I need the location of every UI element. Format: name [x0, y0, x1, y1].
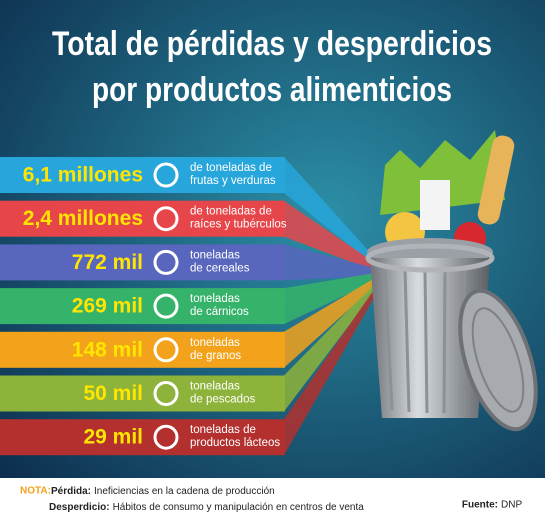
row-description: frutas y verduras [190, 175, 276, 187]
row-band [0, 288, 285, 325]
row-icon [153, 293, 179, 319]
title-line: por productos alimenticios [92, 71, 452, 109]
row-amount: 2,4 millones [23, 207, 143, 230]
row-description: de toneladas de [190, 206, 272, 218]
row-amount: 6,1 millones [23, 164, 143, 187]
row-description: de granos [190, 350, 241, 362]
note-term: Desperdicio: [49, 502, 110, 513]
row-amount: 772 mil [72, 251, 143, 274]
row-description: toneladas de [190, 424, 256, 436]
row-band [0, 200, 285, 237]
row-icon [153, 162, 179, 188]
row-band [0, 375, 285, 412]
note-text: Hábitos de consumo y manipulación en cen… [113, 502, 365, 513]
source-value: DNP [501, 500, 522, 511]
row-band [0, 157, 285, 193]
row-icon [153, 337, 179, 363]
ribbon [284, 244, 375, 281]
title-line: Total de pérdidas y desperdicios [52, 25, 492, 63]
row-amount: 269 mil [72, 295, 143, 318]
row-description: raíces y tubérculos [190, 219, 287, 231]
trash-can [365, 130, 538, 432]
ribbon [284, 278, 375, 368]
note-item: Desperdicio: Hábitos de consumo y manipul… [49, 502, 364, 513]
ribbon [284, 157, 375, 266]
note-term: Pérdida: [51, 486, 91, 497]
row-description: de toneladas de [190, 162, 272, 174]
row-description: productos lácteos [190, 437, 280, 449]
note-text: Ineficiencias en la cadena de producción [94, 486, 275, 497]
row-amount: 148 mil [72, 338, 143, 361]
ribbon [284, 273, 375, 325]
row-amount: 29 mil [83, 426, 143, 449]
row-icon [153, 249, 179, 275]
ribbon [284, 288, 375, 456]
row-description: toneladas [190, 293, 240, 305]
row-description: toneladas [190, 381, 240, 393]
footer-background [0, 478, 545, 524]
row-description: de pescados [190, 394, 255, 406]
note-label: NOTA: [20, 486, 51, 497]
row-icon [153, 424, 179, 450]
row-band [0, 244, 285, 281]
row-icon [153, 206, 179, 232]
row-band [0, 419, 285, 456]
row-description: toneladas [190, 249, 240, 261]
row-icon [153, 381, 179, 406]
ribbon [284, 200, 375, 271]
ribbon [284, 283, 375, 412]
row-description: toneladas [190, 337, 240, 349]
row-band [0, 331, 285, 368]
row-amount: 50 mil [83, 382, 143, 405]
row-description: de cárnicos [190, 306, 249, 318]
source-label: Fuente: [462, 500, 498, 511]
row-description: de cereales [190, 262, 250, 274]
note-item: Pérdida: Ineficiencias en la cadena de pr… [51, 486, 275, 497]
